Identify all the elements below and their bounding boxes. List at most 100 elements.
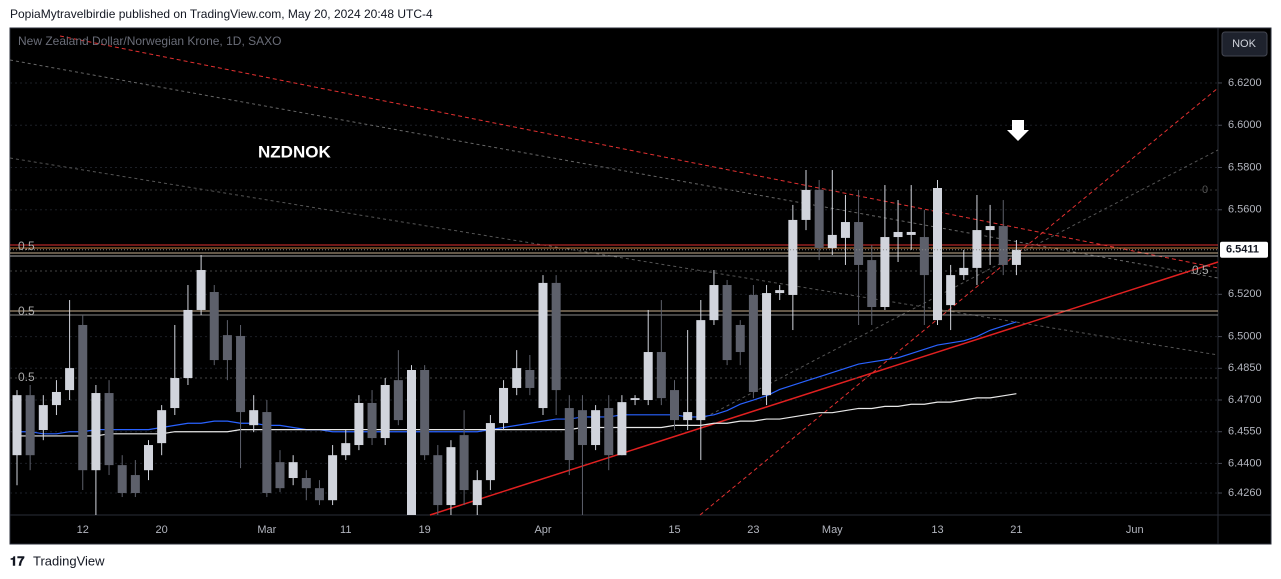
candle-body <box>748 294 758 392</box>
candle-body <box>893 231 903 238</box>
candle-body <box>314 488 324 501</box>
candle-body <box>485 423 495 481</box>
candle-body <box>183 309 193 379</box>
candle-body <box>722 285 732 361</box>
fib-label: 0.5 <box>18 304 35 318</box>
candle-body <box>827 234 837 249</box>
candle-body <box>762 293 772 396</box>
candle-body <box>328 455 338 501</box>
candle-body <box>564 408 574 461</box>
candle-body <box>696 320 706 421</box>
x-tick-label: 19 <box>419 524 431 536</box>
candle-body <box>775 290 785 294</box>
x-tick-label: 20 <box>156 524 168 536</box>
candle-body <box>998 226 1008 265</box>
candle-body <box>919 237 929 276</box>
y-tick-label: 6.4260 <box>1228 487 1262 499</box>
y-tick-label: 6.4400 <box>1228 457 1262 469</box>
candle-body <box>604 408 614 456</box>
footer-logo: 𝟏𝟕 <box>10 553 25 568</box>
candle-body <box>880 237 890 308</box>
x-tick-label: Jun <box>1126 524 1144 536</box>
candle-body <box>551 282 561 391</box>
candle-body <box>38 405 48 431</box>
candle-body <box>854 222 864 265</box>
moving-average-line <box>17 321 1017 435</box>
candle-body <box>51 391 61 406</box>
candle-body <box>1011 249 1021 265</box>
x-tick-label: 13 <box>931 524 943 536</box>
candle-body <box>367 402 377 439</box>
candle-body <box>512 368 522 388</box>
chart-bg <box>9 27 1272 545</box>
candle-body <box>288 462 298 479</box>
fib-label: 0.5 <box>18 370 35 384</box>
y-tick-label: 6.5600 <box>1228 204 1262 216</box>
candle-body <box>354 402 364 446</box>
candle-body <box>801 189 811 220</box>
candle-body <box>683 412 693 421</box>
x-tick-label: 21 <box>1010 524 1022 536</box>
candle-body <box>972 230 982 268</box>
candle-body <box>222 335 232 361</box>
arrow-icon <box>1007 120 1029 141</box>
candle-body <box>104 393 114 466</box>
last-price-label: 6.5411 <box>1226 244 1259 256</box>
chart-title: NZDNOK <box>258 142 331 161</box>
candle-body <box>499 387 509 424</box>
candle-body <box>78 324 88 471</box>
x-tick-label: May <box>822 524 843 536</box>
fib-label: 0 <box>1202 184 1208 196</box>
candle-body <box>946 275 956 306</box>
y-tick-label: 6.4550 <box>1228 426 1262 438</box>
x-tick-label: 15 <box>668 524 680 536</box>
currency-button[interactable] <box>1221 31 1268 57</box>
candle-body <box>709 285 719 321</box>
candle-body <box>170 378 180 409</box>
candle-body <box>275 462 285 489</box>
x-tick-label: 12 <box>77 524 89 536</box>
candle-body <box>341 443 351 456</box>
chart-subtitle: New Zealand Dollar/Norwegian Krone, 1D, … <box>18 34 281 48</box>
trend-line <box>699 149 1219 421</box>
y-tick-label: 6.5800 <box>1228 161 1262 173</box>
candle-body <box>157 410 167 444</box>
candle-body <box>617 402 627 456</box>
y-tick-label: 6.5000 <box>1228 331 1262 343</box>
publish-header: PopiaMytravelbirdie published on Trading… <box>10 7 433 21</box>
candle-body <box>643 352 653 401</box>
fib-label: 0.5 <box>1192 263 1209 277</box>
y-tick-label: 6.5200 <box>1228 288 1262 300</box>
candle-body <box>249 410 259 426</box>
candle-body <box>433 455 443 506</box>
logo-icon: 𝟏𝟕 <box>10 553 25 568</box>
candle-body <box>91 393 101 471</box>
candle-body <box>472 480 482 506</box>
candle-body <box>144 445 153 471</box>
candle-body <box>656 352 666 399</box>
y-tick-label: 6.6000 <box>1228 119 1262 131</box>
candle-body <box>630 398 640 401</box>
candle-body <box>12 395 22 456</box>
currency-label[interactable]: NOK <box>1232 38 1257 50</box>
candle-body <box>407 369 416 515</box>
candle-body <box>130 475 140 494</box>
candle-body <box>814 189 824 249</box>
trend-line <box>429 261 1219 516</box>
fib-label: 0.5 <box>18 239 35 253</box>
candle-body <box>933 188 942 321</box>
candle-body <box>380 385 390 439</box>
candle-body <box>117 465 127 494</box>
candle-body <box>670 390 679 421</box>
plot <box>12 170 1021 515</box>
candle-body <box>301 478 311 489</box>
candle-body <box>236 335 246 413</box>
candle-body <box>959 267 969 276</box>
trend-line <box>59 35 1219 269</box>
candle-body <box>788 219 798 295</box>
y-tick-label: 6.6200 <box>1228 77 1262 89</box>
candle-body <box>985 226 995 231</box>
candle-body <box>446 447 456 506</box>
candle-body <box>577 410 587 446</box>
